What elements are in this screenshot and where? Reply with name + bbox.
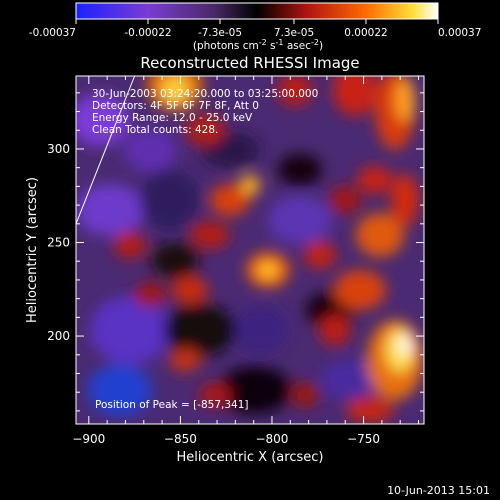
x-tick-label: −750 xyxy=(347,432,380,446)
heatmap-blob xyxy=(151,242,199,278)
x-axis: −900 −850 −800 −750 xyxy=(72,76,420,446)
heatmap-blob xyxy=(329,186,361,214)
colorbar-ticks xyxy=(75,19,439,24)
x-tick-label: −800 xyxy=(255,432,288,446)
colorbar-units: (photons cm-2 s-1 asec-2) xyxy=(193,38,323,52)
colorbar-tick-label: 0.00022 xyxy=(344,27,387,39)
y-axis: 200 250 300 xyxy=(47,92,424,412)
heatmap-blob xyxy=(268,196,332,244)
heatmap-blob xyxy=(134,283,166,307)
heatmap-blob xyxy=(391,174,419,226)
heatmap-blob xyxy=(395,78,415,122)
heatmap-blob xyxy=(140,170,200,230)
heatmap-blob xyxy=(90,296,170,364)
heatmap-blob xyxy=(240,175,260,195)
heatmap-blob xyxy=(114,231,146,259)
heatmap-blob xyxy=(199,383,231,407)
annotations: 30-Jun-2003 03:24:20.000 to 03:25:00.000… xyxy=(92,88,318,411)
heatmap-blob xyxy=(161,76,189,104)
heatmap-blob xyxy=(277,76,313,106)
heatmap-blob xyxy=(278,154,322,186)
heatmap-blob xyxy=(258,261,278,279)
heatmap-blob xyxy=(219,366,291,414)
colorbar: -0.00037 -0.00022 -7.3e-05 7.3e-05 0.000… xyxy=(29,2,481,52)
heatmap-blob xyxy=(76,184,144,236)
annotation-energy-range: Energy Range: 12.0 - 25.0 keV xyxy=(92,112,253,124)
heatmap-blob xyxy=(320,360,380,400)
footer-date: 10-Jun-2013 15:01 xyxy=(387,484,490,497)
heatmap-blob xyxy=(210,184,250,216)
x-axis-label: Heliocentric X (arcsec) xyxy=(177,450,324,465)
y-tick-label: 200 xyxy=(47,329,70,343)
heatmap-blob xyxy=(346,396,394,424)
solar-limb-line xyxy=(75,75,136,224)
colorbar-gradient xyxy=(75,2,439,20)
colorbar-tick-label: -0.00022 xyxy=(124,27,171,39)
heatmap-blob xyxy=(356,213,404,257)
annotation-peak-position: Position of Peak = [-857,341] xyxy=(95,399,249,411)
x-tick-label: −900 xyxy=(72,432,105,446)
annotation-time-range: 30-Jun-2003 03:24:20.000 to 03:25:00.000 xyxy=(92,88,318,100)
heatmap-blob xyxy=(124,128,176,172)
heatmap-blob xyxy=(76,94,130,146)
heatmap-blob xyxy=(319,314,351,346)
heatmap-blob xyxy=(169,348,201,372)
colorbar-tick-label: 7.3e-05 xyxy=(274,27,314,39)
heatmap-blob xyxy=(172,276,208,304)
heatmap-blob xyxy=(185,114,225,146)
heatmap-blob xyxy=(164,304,236,356)
y-tick-label: 300 xyxy=(47,142,70,156)
colorbar-tick-label: -0.00037 xyxy=(29,27,76,39)
chart-title: Reconstructed RHESSI Image xyxy=(140,54,359,72)
heatmap-blob xyxy=(304,241,336,269)
colorbar-tick-label: -7.3e-05 xyxy=(198,27,242,39)
colorbar-tick-label: 0.00037 xyxy=(438,27,481,39)
heatmap-blob xyxy=(190,221,230,249)
annotation-detectors: Detectors: 4F 5F 6F 7F 8F, Att 0 xyxy=(92,100,259,112)
heatmap-image xyxy=(76,76,424,424)
heatmap-blob xyxy=(333,76,377,116)
heatmap-blob xyxy=(399,335,411,355)
y-axis-label: Heliocentric Y (arcsec) xyxy=(25,177,40,323)
y-tick-label: 250 xyxy=(47,236,70,250)
heatmap-blob xyxy=(88,364,152,416)
heatmap-blob xyxy=(334,270,386,310)
heatmap-blob xyxy=(357,166,393,194)
plot-frame xyxy=(75,75,425,425)
annotation-clean-counts: Clean Total counts: 428. xyxy=(92,124,218,136)
x-tick-label: −850 xyxy=(164,432,197,446)
heatmap-blob xyxy=(291,383,319,407)
heatmap-blob xyxy=(232,306,288,354)
